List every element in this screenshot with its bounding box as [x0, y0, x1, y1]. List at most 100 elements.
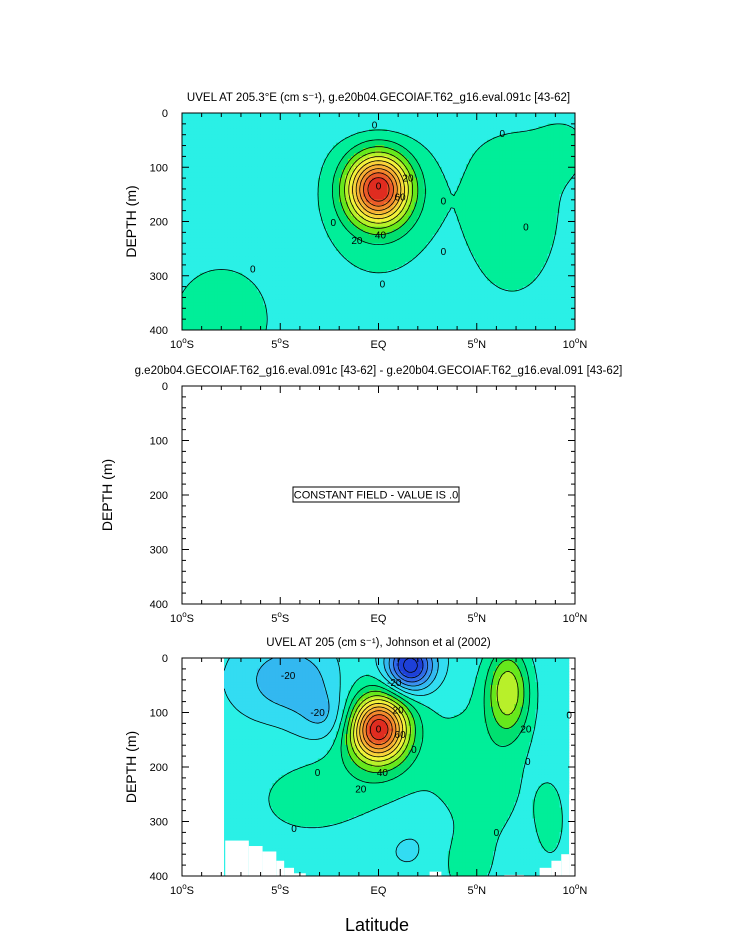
- field-cell: [217, 120, 222, 125]
- field-cell: [444, 196, 449, 201]
- field-cell: [347, 185, 352, 190]
- field-cell: [408, 185, 413, 190]
- field-cell: [296, 161, 301, 165]
- field-cell: [190, 120, 195, 125]
- field-cell: [502, 126, 506, 130]
- field-cell: [242, 142, 246, 146]
- field-cell: [293, 177, 298, 182]
- field-cell: [411, 185, 416, 190]
- field-cell: [393, 120, 397, 125]
- field-cell: [529, 139, 533, 144]
- field-cell: [435, 210, 440, 214]
- field-cell: [465, 142, 470, 146]
- field-cell: [375, 191, 379, 195]
- field-cell: [402, 145, 407, 149]
- field-cell: [459, 137, 464, 141]
- field-cell: [447, 199, 452, 203]
- field-cell: [254, 199, 258, 203]
- field-cell: [242, 188, 246, 192]
- field-cell: [505, 153, 509, 157]
- field-cell: [444, 128, 449, 133]
- field-cell: [505, 210, 509, 214]
- field-cell: [202, 139, 207, 144]
- field-cell: [423, 113, 428, 117]
- field-cell: [441, 202, 446, 206]
- field-cell: [290, 177, 295, 182]
- field-cell: [260, 213, 264, 217]
- field-cell: [199, 180, 204, 184]
- field-cell: [320, 191, 325, 195]
- field-cell: [393, 199, 397, 203]
- field-cell: [517, 213, 521, 217]
- field-cell: [275, 153, 280, 157]
- field-cell: [438, 131, 443, 135]
- field-cell: [523, 202, 527, 206]
- field-cell: [484, 145, 488, 149]
- field-cell: [532, 191, 536, 195]
- field-cell: [281, 194, 286, 198]
- field-cell: [523, 196, 527, 201]
- field-cell: [320, 115, 325, 119]
- field-cell: [553, 194, 558, 198]
- field-cell: [372, 191, 376, 195]
- field-cell: [520, 131, 524, 135]
- field-cell: [508, 191, 512, 195]
- field-cell: [547, 180, 552, 184]
- field-cell: [414, 194, 419, 198]
- field-cell: [254, 172, 258, 176]
- field-cell: [405, 164, 410, 168]
- field-cell: [420, 172, 425, 176]
- field-cell: [429, 134, 434, 138]
- field-cell: [568, 153, 573, 157]
- field-cell: [332, 175, 337, 179]
- field-cell: [257, 191, 261, 195]
- field-cell: [381, 177, 385, 182]
- field-cell: [387, 147, 391, 152]
- field-cell: [187, 191, 192, 195]
- field-cell: [260, 191, 264, 195]
- field-cell: [332, 169, 337, 173]
- field-cell: [402, 166, 407, 171]
- field-cell: [417, 202, 422, 206]
- field-cell: [338, 161, 343, 165]
- field-cell: [366, 207, 370, 211]
- field-cell: [571, 134, 575, 138]
- field-cell: [182, 139, 186, 144]
- field-cell: [471, 123, 476, 127]
- field-cell: [435, 202, 440, 206]
- field-cell: [535, 150, 540, 154]
- field-cell: [354, 183, 358, 187]
- field-cell: [556, 115, 561, 119]
- field-cell: [505, 188, 509, 192]
- field-cell: [272, 137, 277, 141]
- field-cell: [414, 126, 419, 130]
- field-cell: [375, 204, 379, 209]
- field-cell: [308, 123, 313, 127]
- field-cell: [248, 115, 252, 119]
- field-cell: [372, 123, 376, 127]
- field-cell: [562, 126, 567, 130]
- field-cell: [538, 128, 543, 133]
- field-cell: [420, 210, 425, 214]
- field-cell: [227, 180, 231, 184]
- field-cell: [296, 145, 301, 149]
- field-cell: [432, 188, 437, 192]
- field-cell: [296, 191, 301, 195]
- field-cell: [468, 213, 473, 217]
- field-cell: [402, 150, 407, 154]
- field-cell: [535, 183, 540, 187]
- field-cell: [248, 158, 252, 163]
- field-cell: [505, 145, 509, 149]
- field-cell: [447, 204, 452, 209]
- field-cell: [260, 153, 264, 157]
- field-cell: [541, 185, 546, 190]
- field-cell: [193, 172, 198, 176]
- field-cell: [266, 131, 270, 135]
- field-cell: [329, 183, 334, 187]
- field-cell: [378, 169, 382, 173]
- field-cell: [272, 164, 277, 168]
- field-cell: [541, 166, 546, 171]
- field-cell: [266, 128, 270, 133]
- field-cell: [275, 147, 280, 152]
- field-cell: [414, 172, 419, 176]
